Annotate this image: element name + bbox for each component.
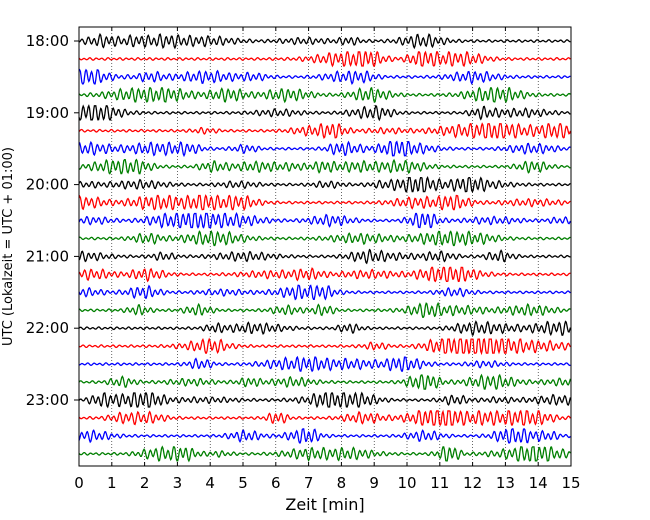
traces xyxy=(78,32,572,463)
x-axis: 0 1 2 3 4 5 6 7 8 9 10 11 12 13 14 15 xyxy=(74,27,581,492)
x-tick-label: 12 xyxy=(463,474,482,492)
y-axis-label: UTC (Lokalzeit = UTC + 01:00) xyxy=(1,147,16,346)
x-tick-label: 0 xyxy=(74,474,84,492)
trace-line xyxy=(78,409,571,427)
x-tick-label: 10 xyxy=(397,474,416,492)
trace-line xyxy=(78,230,571,247)
y-axis: 18:00 19:00 20:00 21:00 22:00 23:00 xyxy=(26,32,79,409)
x-tick-label: 13 xyxy=(496,474,515,492)
trace-line xyxy=(78,194,571,212)
y-tick-label: 21:00 xyxy=(26,247,69,265)
trace-line xyxy=(78,337,571,356)
trace-line xyxy=(78,176,571,193)
trace-line xyxy=(78,428,571,444)
trace-line xyxy=(78,320,572,337)
trace-line xyxy=(78,104,571,122)
x-tick-label: 8 xyxy=(337,474,347,492)
y-tick-label: 23:00 xyxy=(26,391,69,409)
y-tick-label: 19:00 xyxy=(26,104,69,122)
x-tick-label: 14 xyxy=(529,474,548,492)
trace-line xyxy=(78,32,571,50)
x-tick-label: 6 xyxy=(271,474,281,492)
x-tick-label: 1 xyxy=(107,474,117,492)
trace-line xyxy=(78,284,571,301)
trace-line xyxy=(78,445,571,463)
x-tick-label: 11 xyxy=(430,474,449,492)
x-tick-label: 5 xyxy=(238,474,248,492)
trace-line xyxy=(78,266,571,283)
trace-line xyxy=(78,391,572,409)
x-tick-label: 3 xyxy=(173,474,183,492)
trace-line xyxy=(78,373,572,390)
y-tick-label: 20:00 xyxy=(26,176,69,194)
x-tick-label: 2 xyxy=(140,474,150,492)
y-tick-label: 18:00 xyxy=(26,32,69,50)
trace-line xyxy=(78,248,571,265)
x-tick-label: 15 xyxy=(561,474,580,492)
grid xyxy=(111,27,539,466)
trace-line xyxy=(78,355,571,373)
trace-line xyxy=(78,68,571,86)
trace-line xyxy=(78,158,571,175)
plot-frame xyxy=(78,26,572,467)
trace-line xyxy=(78,122,572,139)
trace-line xyxy=(78,86,571,104)
x-tick-label: 4 xyxy=(205,474,215,492)
trace-line xyxy=(78,212,571,229)
trace-line xyxy=(78,301,571,318)
x-tick-label: 9 xyxy=(369,474,379,492)
x-tick-label: 7 xyxy=(304,474,314,492)
trace-line xyxy=(78,140,571,158)
x-axis-label: Zeit [min] xyxy=(285,495,364,514)
y-tick-label: 22:00 xyxy=(26,319,69,337)
trace-line xyxy=(78,50,571,68)
